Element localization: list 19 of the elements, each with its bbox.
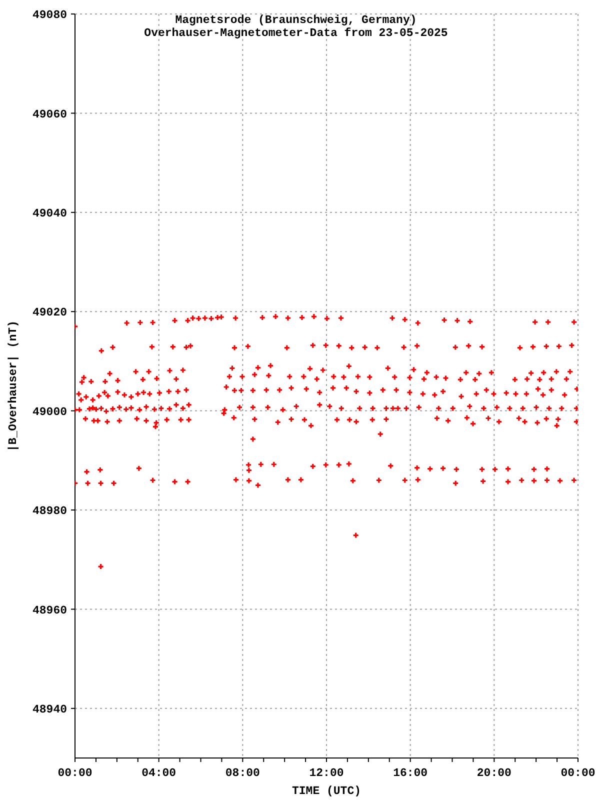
chart-title: Magnetsrode (Braunschweig, Germany)	[175, 14, 417, 27]
x-tick-label: 08:00	[225, 767, 260, 780]
y-tick-label: 48980	[32, 505, 68, 518]
x-tick-label: 16:00	[393, 767, 428, 780]
y-tick-label: 49060	[32, 108, 68, 122]
y-tick-label: 49040	[32, 207, 68, 220]
y-tick-label: 49020	[32, 306, 68, 320]
y-tick-label: 49080	[32, 9, 68, 22]
y-tick-label: 48940	[32, 703, 68, 716]
x-tick-label: 04:00	[142, 767, 176, 780]
x-tick-label: 00:00	[58, 767, 92, 780]
x-tick-label: 00:00	[560, 767, 596, 780]
text: Overhauser-Magnetometer-Data from 23-05-2025	[143, 27, 449, 41]
y-axis-title: |B_Overhauser| (nT)	[7, 320, 21, 452]
x-tick-label: 12:00	[309, 767, 344, 780]
y-tick-label: 48960	[32, 604, 68, 618]
y-tick-label: 49000	[32, 406, 68, 419]
x-axis-title: TIME (UTC)	[290, 785, 362, 799]
x-tick-label: 20:00	[476, 767, 512, 780]
